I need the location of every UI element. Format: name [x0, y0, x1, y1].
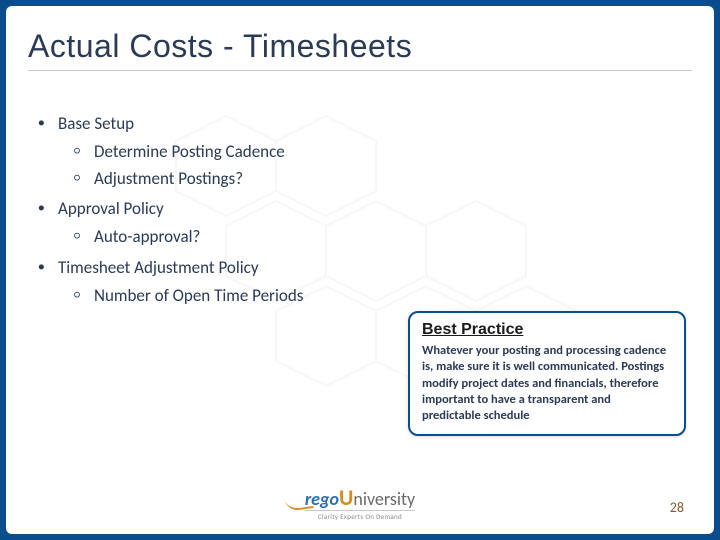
list-subitem: Number of Open Time Periods [58, 283, 416, 309]
logo-tagline: Clarity Experts On Demand [305, 510, 415, 520]
list-item-label: Approval Policy [58, 198, 164, 219]
logo-text: regoUniversity [305, 487, 415, 509]
list-item-label: Base Setup [58, 113, 134, 134]
bullet-content: Base Setup Determine Posting Cadence Adj… [36, 111, 416, 313]
best-practice-callout: Best Practice Whatever your posting and … [408, 311, 686, 436]
list-subitem: Adjustment Postings? [58, 166, 416, 192]
title-rule [28, 70, 692, 71]
list-subitem: Determine Posting Cadence [58, 139, 416, 165]
list-item: Approval Policy Auto-approval? [36, 196, 416, 251]
logo: regoUniversity Clarity Experts On Demand [305, 487, 415, 520]
list-item-label: Timesheet Adjustment Policy [58, 257, 259, 278]
slide-title: Actual Costs - Timesheets [28, 28, 412, 65]
logo-part-u: U [339, 484, 353, 511]
list-subitem: Auto-approval? [58, 224, 416, 250]
slide: Actual Costs - Timesheets Base Setup Det… [6, 6, 714, 534]
logo-part-niversity: niversity [353, 488, 415, 510]
callout-title: Best Practice [422, 321, 672, 339]
list-item: Timesheet Adjustment Policy Number of Op… [36, 255, 416, 310]
callout-body: Whatever your posting and processing cad… [422, 343, 672, 424]
list-item: Base Setup Determine Posting Cadence Adj… [36, 111, 416, 192]
page-number: 28 [670, 499, 684, 516]
